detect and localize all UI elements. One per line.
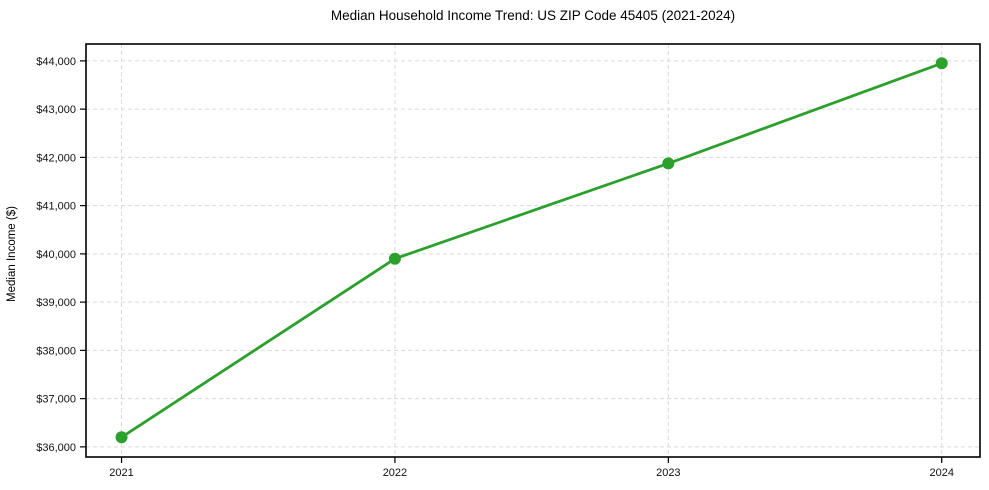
data-point	[662, 157, 675, 170]
y-tick-label: $37,000	[36, 394, 76, 406]
y-tick-label: $42,000	[36, 152, 76, 164]
x-tick-label: 2021	[109, 467, 133, 479]
y-tick-label: $40,000	[36, 249, 76, 261]
plot-frame	[85, 43, 981, 458]
x-tick-label: 2023	[656, 467, 680, 479]
y-tick-label: $43,000	[36, 104, 76, 116]
x-tick-label: 2024	[929, 467, 953, 479]
data-point	[388, 252, 401, 265]
y-tick-label: $38,000	[36, 345, 76, 357]
data-point	[935, 57, 948, 70]
y-tick-label: $44,000	[36, 56, 76, 68]
x-tick-label: 2022	[383, 467, 407, 479]
data-point	[115, 431, 128, 444]
chart-title: Median Household Income Trend: US ZIP Co…	[330, 8, 736, 23]
y-tick-label: $36,000	[36, 442, 76, 454]
y-tick-label: $39,000	[36, 297, 76, 309]
y-tick-label: $41,000	[36, 201, 76, 213]
trend-line	[120, 61, 944, 439]
